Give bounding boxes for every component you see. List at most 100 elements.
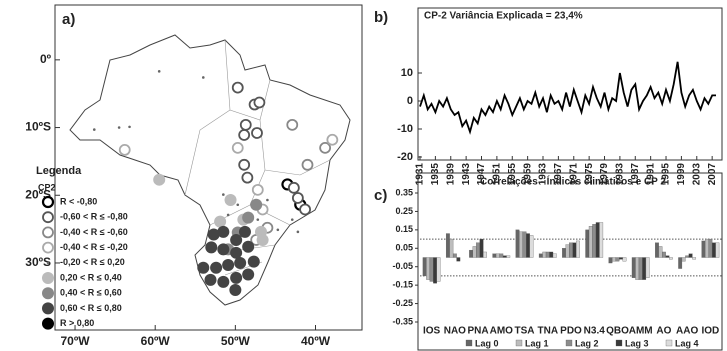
legend-label: Lag 3: [625, 338, 649, 348]
dot-marker: [256, 218, 260, 221]
bar: [622, 257, 627, 262]
disc-marker: [256, 233, 269, 246]
dot-marker: [201, 76, 205, 79]
bar: [545, 251, 550, 258]
disc-marker: [242, 211, 255, 224]
ring-marker: [41, 195, 55, 209]
bar: [476, 242, 480, 258]
legend-label: Lag 2: [575, 338, 599, 348]
bar: [515, 229, 520, 258]
legend-label: R > 0,80: [60, 318, 94, 328]
bar: [499, 253, 504, 258]
map-frame: [54, 4, 363, 331]
disc-marker: [224, 194, 237, 206]
bar: [492, 253, 497, 258]
ring-marker: [287, 181, 300, 194]
bar: [669, 257, 673, 260]
x-tick-label: 1947: [476, 163, 487, 186]
ring-marker: [319, 141, 332, 154]
bar: [619, 257, 623, 260]
dot-marker: [128, 125, 131, 129]
y-tick-label: 0.25: [395, 206, 413, 216]
disc-marker: [230, 233, 243, 246]
bar: [595, 222, 600, 258]
disc-marker: [42, 302, 54, 315]
ring-marker: [251, 183, 264, 196]
bar: [688, 253, 693, 258]
ring-marker: [299, 203, 311, 216]
bar: [456, 257, 461, 262]
bar: [426, 257, 431, 280]
legend-label: 0,60 < R ≤ 0,80: [60, 303, 122, 313]
bar: [538, 253, 543, 258]
bar: [452, 253, 457, 258]
ring-marker: [42, 211, 54, 224]
disc-marker: [153, 173, 166, 186]
y-tick-label: 30ºS: [25, 255, 51, 269]
bar: [445, 233, 450, 258]
y-tick-label: 10ºS: [25, 120, 51, 134]
disc-marker: [214, 215, 227, 228]
dot-marker: [92, 128, 96, 131]
bar: [506, 255, 511, 258]
bar: [529, 235, 534, 258]
x-tick-label: 50ºW: [221, 334, 251, 348]
ring-marker: [239, 118, 252, 131]
x-tick-label: 70ºW: [61, 334, 91, 348]
x-tick-label: 2003: [691, 163, 702, 186]
bar: [422, 257, 427, 277]
legend-label: Lag 1: [525, 338, 549, 348]
bar: [608, 257, 613, 264]
x-tick-label: 1935: [430, 163, 441, 186]
ring-marker: [42, 226, 54, 239]
disc-marker: [247, 255, 260, 268]
bar: [708, 238, 713, 258]
x-tick-label: 1983: [615, 163, 626, 186]
bar: [565, 244, 570, 258]
legend-label: R < -0,80: [60, 196, 97, 206]
bar: [449, 238, 454, 258]
panel-label: a): [62, 11, 75, 28]
bar: [665, 255, 670, 258]
ring-marker: [238, 158, 251, 171]
legend-label: -0,20 < R ≤ 0,20: [60, 257, 125, 267]
ring-marker: [301, 158, 314, 171]
bar: [592, 224, 597, 258]
ring-marker: [231, 141, 244, 154]
disc-marker: [210, 261, 223, 274]
ring-marker: [42, 241, 54, 254]
bar: [472, 246, 477, 258]
x-tick-label: 1987: [630, 163, 641, 186]
y-tick-label: 0.35: [395, 187, 413, 197]
bar: [585, 229, 590, 258]
bar: [433, 257, 437, 284]
bar: [519, 231, 523, 258]
legend-label: -0,60 < R ≤ -0,80: [60, 212, 128, 222]
dot-marker: [276, 228, 280, 232]
disc-marker: [230, 271, 243, 284]
y-tick-label: 0: [407, 95, 413, 107]
dot-marker: [46, 261, 50, 265]
dot-marker: [117, 126, 121, 129]
dot-marker: [290, 218, 294, 221]
disc-marker: [217, 225, 230, 238]
y-tick-label: -0.15: [392, 280, 413, 290]
data-line: [419, 61, 716, 135]
bar: [658, 246, 663, 258]
disc-marker: [42, 272, 54, 284]
legend-title: Legenda: [36, 165, 82, 177]
x-tick-label: 60ºW: [141, 334, 171, 348]
ring-marker: [326, 133, 339, 146]
bar: [495, 253, 500, 258]
x-tick-label: 1995: [661, 163, 672, 186]
plot-frame: [417, 7, 723, 161]
bar: [576, 240, 580, 258]
bar: [612, 257, 616, 262]
panel-label: b): [374, 9, 388, 26]
x-tick-label: AO: [656, 326, 671, 337]
bar: [715, 242, 720, 258]
y-tick-label: -10: [397, 123, 413, 135]
legend-label: 0,20 < R ≤ 0,40: [60, 272, 122, 282]
disc-marker: [42, 287, 54, 300]
bar: [479, 238, 484, 258]
